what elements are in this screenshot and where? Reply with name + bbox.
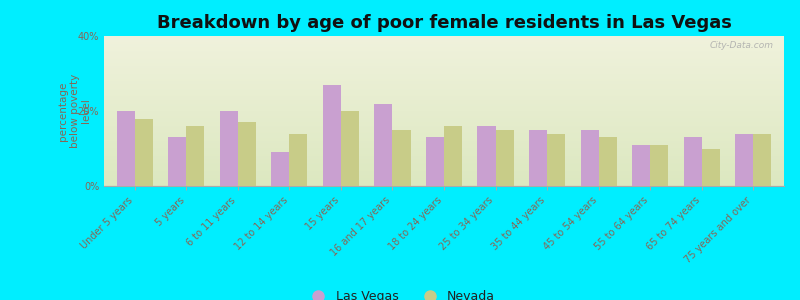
Text: City-Data.com: City-Data.com (710, 40, 774, 50)
Legend: Las Vegas, Nevada: Las Vegas, Nevada (301, 285, 500, 300)
Bar (478, 126, 495, 186)
Bar (117, 111, 135, 186)
Bar (529, 130, 547, 186)
Bar (323, 85, 341, 186)
Bar (753, 134, 771, 186)
Bar (374, 103, 393, 186)
Y-axis label: percentage
below poverty
level: percentage below poverty level (58, 74, 91, 148)
Bar (426, 137, 444, 186)
Bar (341, 111, 359, 186)
Bar (650, 145, 668, 186)
Bar (598, 137, 617, 186)
Bar (290, 134, 307, 186)
Bar (495, 130, 514, 186)
Bar (547, 134, 565, 186)
Title: Breakdown by age of poor female residents in Las Vegas: Breakdown by age of poor female resident… (157, 14, 731, 32)
Bar (220, 111, 238, 186)
Bar (632, 145, 650, 186)
Bar (168, 137, 186, 186)
Bar (581, 130, 598, 186)
Bar (735, 134, 753, 186)
Bar (135, 118, 153, 186)
Bar (271, 152, 290, 186)
Bar (683, 137, 702, 186)
Bar (238, 122, 256, 186)
Bar (186, 126, 205, 186)
Bar (444, 126, 462, 186)
Bar (702, 148, 720, 186)
Bar (393, 130, 410, 186)
